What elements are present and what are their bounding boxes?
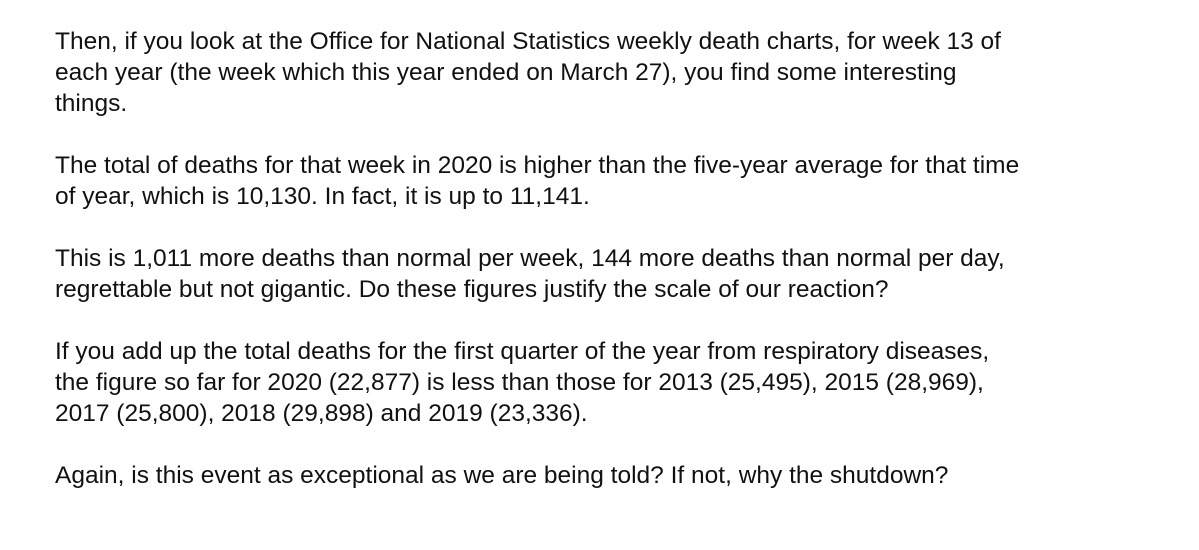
paragraph-closing-question: Again, is this event as exceptional as w…: [55, 460, 1175, 491]
paragraph-respiratory-deaths: If you add up the total deaths for the f…: [55, 336, 1175, 429]
text-line: Again, is this event as exceptional as w…: [55, 462, 949, 489]
text-line: regrettable but not gigantic. Do these f…: [55, 276, 889, 303]
paragraph-ons-weekly-charts: Then, if you look at the Office for Nati…: [55, 26, 1175, 119]
text-line: This is 1,011 more deaths than normal pe…: [55, 245, 1005, 272]
text-line: each year (the week which this year ende…: [55, 59, 957, 86]
text-line: of year, which is 10,130. In fact, it is…: [55, 183, 590, 210]
paragraph-excess-deaths: This is 1,011 more deaths than normal pe…: [55, 243, 1175, 305]
text-line: the figure so far for 2020 (22,877) is l…: [55, 369, 984, 396]
text-line: things.: [55, 90, 128, 117]
text-line: If you add up the total deaths for the f…: [55, 338, 990, 365]
text-line: Then, if you look at the Office for Nati…: [55, 28, 1001, 55]
text-line: The total of deaths for that week in 202…: [55, 152, 1020, 179]
text-line: 2017 (25,800), 2018 (29,898) and 2019 (2…: [55, 400, 588, 427]
document-body: Then, if you look at the Office for Nati…: [55, 26, 1175, 491]
paragraph-total-deaths: The total of deaths for that week in 202…: [55, 150, 1175, 212]
